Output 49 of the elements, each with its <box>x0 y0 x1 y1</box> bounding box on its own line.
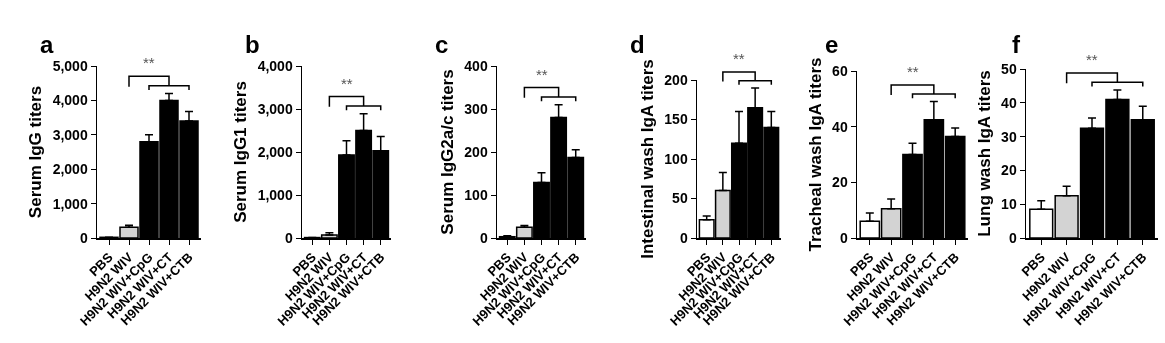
y-axis-title: Serum IgG titers <box>26 85 46 219</box>
chart-title: f <box>1012 31 1021 59</box>
annotation: ** <box>341 75 353 92</box>
y-tick-label: 0 <box>839 229 848 246</box>
chart-title: e <box>825 31 839 59</box>
y-tick-label: 20 <box>832 174 848 191</box>
y-tick-label: 100 <box>464 186 488 203</box>
y-axis-title: Serum IgG2a/c titers <box>438 69 458 235</box>
y-tick-label: 0 <box>479 229 488 246</box>
text: ** <box>1086 51 1098 68</box>
y-tick-label: 0 <box>79 229 88 246</box>
y-tick-label: 0 <box>679 229 688 246</box>
y-tick-label: 20 <box>1001 162 1017 179</box>
y-tick-label: 200 <box>664 71 688 88</box>
annotation: ** <box>536 66 548 83</box>
y-tick-label: 60 <box>832 62 848 79</box>
y-axis-title: Lung wash IgA titers <box>974 70 994 237</box>
chart-title: a <box>40 31 54 59</box>
annotation: ** <box>143 54 155 71</box>
chart-title: d <box>630 31 645 59</box>
y-tick-label: 1,000 <box>52 195 88 212</box>
y-tick-label: 100 <box>664 150 688 167</box>
y-axis-title: Tracheal wash IgA titers <box>805 57 825 252</box>
y-axis-title: Intestinal wash IgA titers <box>638 59 658 259</box>
y-tick-label: 0 <box>1008 229 1017 246</box>
y-tick-label: 4,000 <box>52 92 88 109</box>
annotation: ** <box>907 63 919 80</box>
y-tick-label: 2,000 <box>52 161 88 178</box>
y-tick-label: 400 <box>464 57 488 74</box>
y-tick-label: 10 <box>1001 196 1017 213</box>
y-tick-label: 3,000 <box>52 126 88 143</box>
y-tick-label: 30 <box>1001 128 1017 145</box>
y-tick-label: 4,000 <box>257 57 293 74</box>
y-tick-label: 1,000 <box>257 186 293 203</box>
y-tick-label: 40 <box>1001 94 1017 111</box>
y-tick-label: 150 <box>664 111 688 128</box>
y-tick-label: 200 <box>464 143 488 160</box>
y-axis-title: Serum IgG1 titers <box>231 81 251 223</box>
y-tick-label: 2,000 <box>257 143 293 160</box>
y-tick-label: 50 <box>1001 60 1017 77</box>
y-tick-label: 300 <box>464 100 488 117</box>
chart-title: c <box>435 31 449 59</box>
chart-title: b <box>245 31 260 59</box>
y-tick-label: 3,000 <box>257 100 293 117</box>
y-tick-label: 5,000 <box>52 57 88 74</box>
y-tick-label: 40 <box>832 118 848 135</box>
y-tick-label: 50 <box>672 190 688 207</box>
text: ** <box>733 50 745 67</box>
y-tick-label: 0 <box>284 229 293 246</box>
